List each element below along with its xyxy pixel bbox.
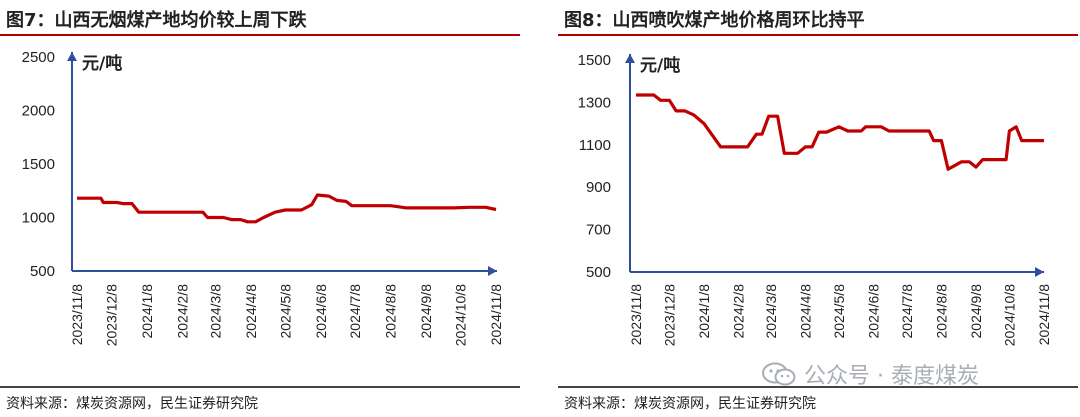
x-tick-label: 2024/7/8 [899,284,915,339]
x-tick-label: 2024/4/8 [243,284,259,339]
x-tick-label: 2023/12/8 [103,284,119,346]
chart-title: 图7：山西无烟煤产地均价较上周下跌 [6,10,307,31]
y-unit-label: 元/吨 [640,55,680,76]
price-series-line [77,193,497,224]
x-tick-label: 2024/11/8 [488,284,504,345]
y-tick-label: 2000 [22,103,55,120]
x-tick-label: 2023/12/8 [661,284,677,346]
wechat-logo-icon [762,362,796,386]
x-tick-label: 2024/8/8 [933,284,949,339]
x-tick-label: 2024/1/8 [139,284,155,339]
x-axis-arrow [1035,267,1044,277]
watermark: 公众号 · 泰度煤炭 [762,358,979,390]
source-note: 资料来源：煤炭资源网，民生证券研究院 [564,396,816,412]
x-tick-label: 2023/11/8 [69,284,85,345]
x-tick-label: 2024/8/8 [383,284,399,339]
y-axis-arrow [67,52,77,61]
y-axis-arrow [625,54,635,63]
x-tick-label: 2024/9/8 [418,284,434,339]
source-divider [558,386,1078,388]
x-tick-label: 2024/10/8 [1001,284,1017,346]
y-unit-label: 元/吨 [82,53,122,74]
x-axis-arrow [488,266,497,276]
x-tick-label: 2024/11/8 [1036,284,1052,345]
y-tick-label: 1500 [578,52,611,69]
source-note: 资料来源：煤炭资源网，民生证券研究院 [6,396,258,412]
chart-left-svg: 元/吨 2500 2000 1500 1000 500 2023/11/8 2023/12/8… [22,49,504,346]
x-tick-label: 2024/6/8 [313,284,329,339]
y-tick-label: 900 [586,179,611,196]
y-tick-label: 700 [586,222,611,239]
y-tick-label: 2500 [22,49,55,66]
y-tick-label: 1100 [579,137,611,154]
watermark-text: 公众号 · 泰度煤炭 [804,364,979,389]
x-tick-label: 2024/4/8 [797,284,813,339]
x-tick-label: 2024/10/8 [453,284,469,346]
price-series-line [636,93,1044,171]
chart-panel-left: 图7：山西无烟煤产地均价较上周下跌 元/吨 2500 2000 1500 1000 500… [0,0,520,417]
x-tick-label: 2024/2/8 [731,284,747,339]
y-tick-label: 1500 [22,156,55,173]
x-tick-label: 2023/11/8 [628,284,644,345]
y-tick-label: 500 [586,264,611,281]
x-tick-label: 2024/5/8 [277,284,293,339]
x-tick-label: 2024/3/8 [763,284,779,339]
x-tick-label: 2024/9/8 [968,284,984,339]
y-tick-label: 500 [30,263,55,280]
chart-panel-right: 图8：山西喷吹煤产地价格周环比持平 元/吨 1500 1300 1100 900 700 5… [558,0,1078,417]
x-tick-label: 2024/6/8 [865,284,881,339]
chart-title: 图8：山西喷吹煤产地价格周环比持平 [564,10,865,31]
chart-title-bar: 图7：山西无烟煤产地均价较上周下跌 [0,0,520,36]
x-tick-label: 2024/3/8 [208,284,224,339]
x-tick-label: 2024/7/8 [347,284,363,339]
x-tick-label: 2024/5/8 [831,284,847,339]
chart-title-bar: 图8：山西喷吹煤产地价格周环比持平 [558,0,1078,36]
x-tick-label: 2024/2/8 [174,284,190,339]
source-divider [0,386,520,388]
y-tick-label: 1000 [22,210,55,227]
y-tick-label: 1300 [578,94,611,111]
x-tick-label: 2024/1/8 [696,284,712,339]
chart-right-svg: 元/吨 1500 1300 1100 900 700 500 2023/11/8 2023/12… [578,52,1052,346]
